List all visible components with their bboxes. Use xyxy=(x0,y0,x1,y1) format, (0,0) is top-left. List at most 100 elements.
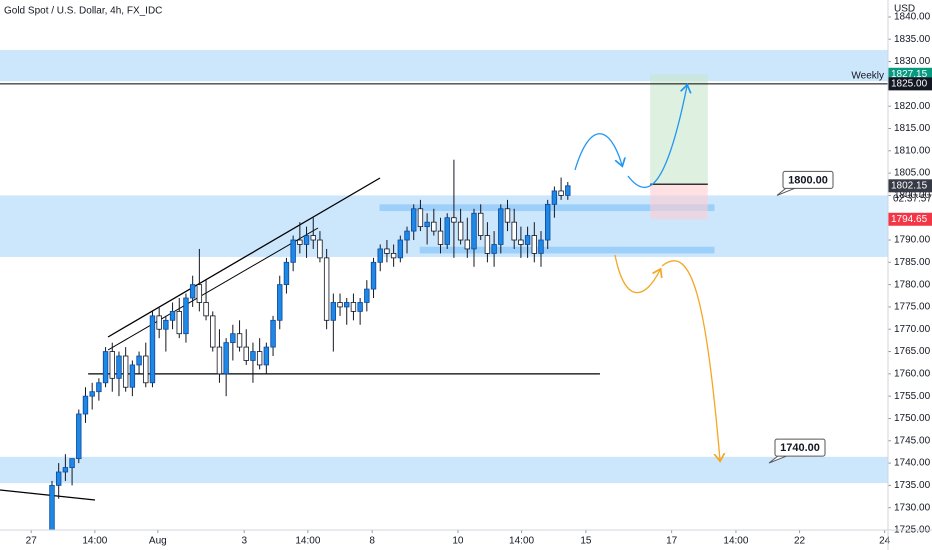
y-tick-label: 1815.00 xyxy=(894,123,931,134)
y-tick-label: 1745.00 xyxy=(894,435,931,446)
candle-body xyxy=(344,302,350,308)
candle-body xyxy=(417,208,424,228)
x-tick-label: Aug xyxy=(149,536,167,547)
candle-body xyxy=(524,235,531,245)
callout-pointer xyxy=(776,186,798,196)
candle-body xyxy=(457,221,464,241)
candle-body xyxy=(511,221,517,241)
candle-body xyxy=(478,212,484,236)
candle-body xyxy=(76,413,82,460)
candle-body xyxy=(102,351,109,384)
weekly-tag-bg xyxy=(888,77,932,91)
bull-arrow xyxy=(574,133,622,171)
candle-body xyxy=(69,458,75,468)
candle-body xyxy=(183,297,189,335)
candle-body xyxy=(491,244,497,254)
candle-body xyxy=(390,253,397,259)
candle-body xyxy=(558,190,564,196)
x-tick-label: 22 xyxy=(794,536,806,547)
y-tick-label: 1760.00 xyxy=(894,368,931,379)
y-tick-label: 1770.00 xyxy=(894,324,931,335)
bull-arrow xyxy=(627,86,687,188)
candle-body xyxy=(236,333,243,348)
x-tick-label: 10 xyxy=(452,536,464,547)
stop-tag: 1794.65 xyxy=(891,214,928,225)
candle-body xyxy=(176,310,182,335)
candle-body xyxy=(404,230,410,241)
candle-body xyxy=(471,212,477,250)
x-tick-label: 3 xyxy=(241,536,247,547)
y-tick-label: 1735.00 xyxy=(894,480,931,491)
candle-body xyxy=(136,355,142,366)
chart-title: Gold Spot / U.S. Dollar, 4h, FX_IDC xyxy=(4,6,162,17)
stop-tag-bg xyxy=(888,212,932,226)
x-tick-label: 27 xyxy=(26,536,38,547)
last-price-tag: 1802.15 xyxy=(891,180,928,191)
x-tick-label: 17 xyxy=(666,536,678,547)
candle-body xyxy=(256,351,263,366)
candle-body xyxy=(544,203,551,241)
candle-body xyxy=(82,395,89,415)
candle-body xyxy=(504,208,511,223)
candle-body xyxy=(196,284,203,303)
candles xyxy=(49,159,571,530)
trendline xyxy=(0,489,96,501)
candle-body xyxy=(451,217,457,223)
candle-body xyxy=(538,239,544,254)
x-tick-label: 14:00 xyxy=(82,536,107,547)
candle-body xyxy=(357,302,363,312)
candle-body xyxy=(323,257,330,321)
x-tick-label: 24 xyxy=(879,536,891,547)
candle-body xyxy=(444,217,450,245)
candle-body xyxy=(364,288,370,303)
y-tick-label: 1750.00 xyxy=(894,413,931,424)
y-tick-label: 1755.00 xyxy=(894,391,931,402)
candle-body xyxy=(223,342,229,375)
candle-body xyxy=(189,284,196,299)
y-tick-label: 1790.00 xyxy=(894,235,931,246)
candle-body xyxy=(431,221,437,232)
candle-body xyxy=(210,315,216,348)
candle-body xyxy=(55,471,62,486)
candle-body xyxy=(384,248,390,254)
weekly-label: Weekly xyxy=(851,71,884,82)
countdown: 02:37:57 xyxy=(893,193,932,204)
callout-label: 1740.00 xyxy=(780,442,820,454)
candle-body xyxy=(216,346,223,375)
candle-body xyxy=(565,185,571,196)
candle-body xyxy=(464,239,471,250)
y-tick-label: 1805.00 xyxy=(894,168,931,179)
candle-body xyxy=(377,248,383,263)
zone xyxy=(0,456,888,484)
candle-body xyxy=(498,208,504,245)
y-tick-label: 1765.00 xyxy=(894,346,931,357)
candle-body xyxy=(122,355,129,388)
trendline xyxy=(107,177,381,338)
trendline xyxy=(107,227,319,351)
candle-body xyxy=(169,310,176,321)
candle-body xyxy=(243,346,249,361)
overlay: Weekly1725.001730.001735.001740.001745.0… xyxy=(26,12,932,547)
y-tick-label: 1830.00 xyxy=(894,56,931,67)
candle-body xyxy=(109,351,115,379)
candle-body xyxy=(116,355,122,379)
candle-body xyxy=(230,333,236,344)
candle-body xyxy=(437,230,444,245)
candle-body xyxy=(156,315,162,330)
candle-body xyxy=(250,351,256,361)
x-tick-label: 14:00 xyxy=(723,536,748,547)
callout-box xyxy=(774,438,826,457)
y-tick-label: 1820.00 xyxy=(894,101,931,112)
bear-arrow xyxy=(661,260,720,460)
x-tick-label: 8 xyxy=(369,536,375,547)
candle-body xyxy=(96,382,102,393)
candle-body xyxy=(518,239,524,245)
y-tick-label: 1740.00 xyxy=(894,458,931,469)
candle-body xyxy=(411,208,417,232)
candle-body xyxy=(290,239,296,263)
y-tick-label: 1785.00 xyxy=(894,257,931,268)
y-tick-label: 1840.00 xyxy=(894,12,931,23)
last-price-tag-bg xyxy=(888,179,932,193)
zone xyxy=(0,49,888,82)
